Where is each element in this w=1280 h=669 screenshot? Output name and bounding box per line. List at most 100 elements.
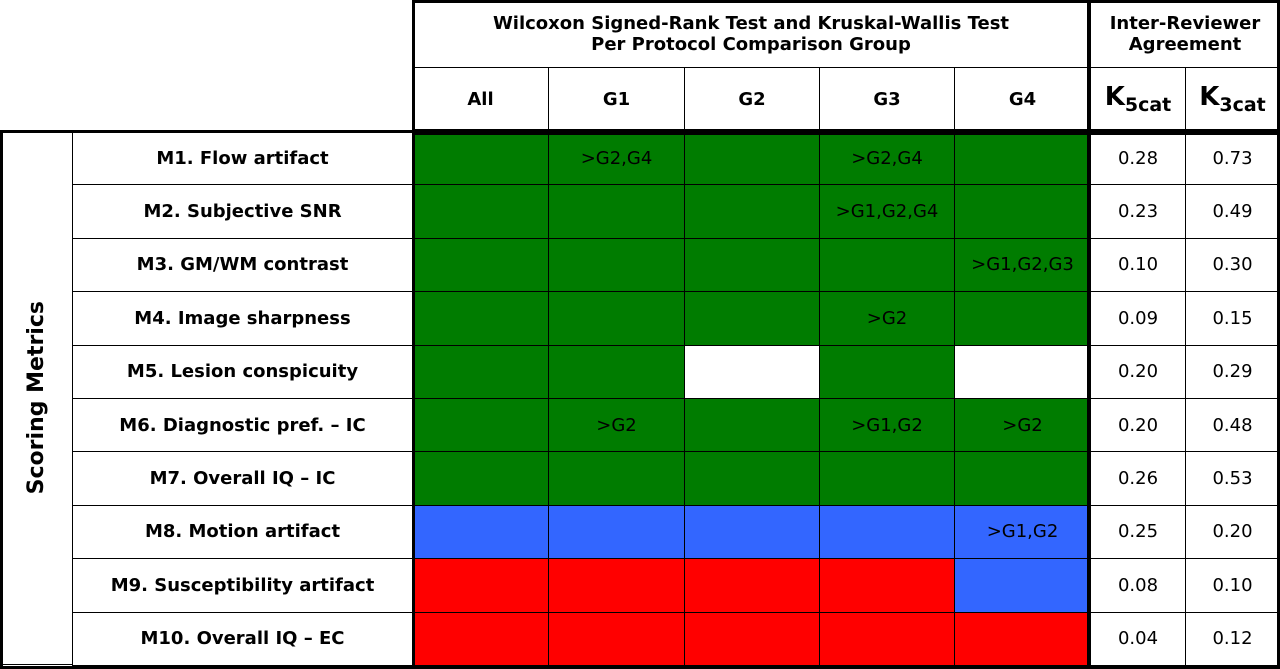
kappa-cell: 0.25: [1090, 504, 1186, 560]
result-cell: [954, 558, 1091, 613]
side-label: Scoring Metrics: [24, 301, 49, 495]
result-cell: [412, 558, 549, 613]
result-text: >G2: [596, 414, 637, 436]
kappa-cell: 0.04: [1090, 611, 1186, 666]
kappa-cell: 0.09: [1090, 291, 1186, 346]
result-cell: [412, 237, 549, 293]
result-cell: [412, 184, 549, 239]
kappa-cell: 0.53: [1185, 451, 1280, 506]
result-cell: >G2: [548, 398, 685, 453]
kappa-subscript: 5cat: [1124, 94, 1172, 117]
kappa-value: 0.15: [1212, 307, 1253, 329]
result-text: >G1,G2: [851, 414, 923, 436]
result-cell: [684, 451, 820, 506]
kappa-value: 0.28: [1117, 147, 1159, 169]
row-label: M1. Flow artifact: [156, 147, 329, 169]
column-header: G1: [602, 89, 631, 110]
result-text: >G1,G2,G3: [971, 254, 1074, 276]
kappa-symbol: K3cat: [1199, 82, 1266, 116]
kappa-value: 0.30: [1212, 254, 1253, 276]
result-cell: >G1,G2: [819, 398, 955, 453]
result-cell: >G2: [819, 291, 955, 346]
result-cell: [548, 237, 685, 293]
result-text: >G2: [866, 307, 908, 329]
kappa-cell: 0.10: [1090, 237, 1186, 293]
result-cell: [684, 398, 820, 453]
kappa-header: K5cat: [1090, 67, 1186, 132]
kappa-symbol: K5cat: [1105, 82, 1172, 116]
result-text: >G1,G2,G4: [835, 201, 939, 223]
result-text: >G2: [1002, 414, 1043, 436]
result-cell: [684, 291, 820, 346]
row-label-cell: M10. Overall IQ – EC: [72, 611, 413, 666]
kappa-value: 0.25: [1117, 521, 1159, 543]
kappa-value: 0.12: [1212, 628, 1253, 650]
kappa-cell: 0.30: [1185, 237, 1280, 293]
result-cell: [412, 344, 549, 399]
row-label-cell: M7. Overall IQ – IC: [72, 451, 413, 506]
kappa-value: 0.73: [1212, 147, 1253, 169]
row-label-cell: M6. Diagnostic pref. – IC: [72, 398, 413, 453]
column-header: All: [467, 89, 494, 110]
header-cell: G4: [954, 67, 1091, 132]
row-label-cell: M3. GM/WM contrast: [72, 237, 413, 293]
result-cell: [548, 184, 685, 239]
row-label: M5. Lesion conspicuity: [126, 361, 359, 383]
result-cell: >G1,G2,G4: [819, 184, 955, 239]
agreement-header: Inter-Reviewer Agreement: [1090, 0, 1280, 68]
kappa-cell: 0.48: [1185, 398, 1280, 453]
header-line: Per Protocol Comparison Group: [591, 34, 911, 55]
header-cell: G2: [684, 67, 820, 132]
kappa-value: 0.09: [1117, 307, 1159, 329]
kappa-value: 0.08: [1117, 574, 1159, 596]
result-text: >G2,G4: [851, 147, 923, 169]
result-cell: [412, 451, 549, 506]
result-cell: [412, 398, 549, 453]
kappa-header: K3cat: [1185, 67, 1280, 132]
header-cell: G3: [819, 67, 955, 132]
kappa-cell: 0.26: [1090, 451, 1186, 506]
result-cell: [819, 451, 955, 506]
row-label: M3. GM/WM contrast: [136, 254, 349, 276]
row-label: M9. Susceptibility artifact: [110, 574, 375, 596]
result-cell: [954, 611, 1091, 666]
result-cell: [819, 237, 955, 293]
result-cell: [954, 291, 1091, 346]
result-cell: [684, 344, 820, 399]
kappa-cell: 0.29: [1185, 344, 1280, 399]
result-cell: [548, 504, 685, 560]
row-label-cell: M5. Lesion conspicuity: [72, 344, 413, 399]
header-line: Inter-Reviewer: [1109, 13, 1261, 34]
row-label: M7. Overall IQ – IC: [149, 468, 336, 490]
result-cell: [412, 291, 549, 346]
result-cell: [548, 558, 685, 613]
kappa-cell: 0.20: [1090, 344, 1186, 399]
header-cell: G1: [548, 67, 685, 132]
kappa-cell: 0.73: [1185, 131, 1280, 186]
kappa-value: 0.26: [1117, 468, 1159, 490]
column-header: G2: [738, 89, 766, 110]
result-cell: [548, 291, 685, 346]
result-cell: [819, 558, 955, 613]
row-label: M10. Overall IQ – EC: [140, 628, 345, 650]
kappa-value: 0.20: [1212, 521, 1253, 543]
result-cell: [684, 184, 820, 239]
kappa-subscript: 3cat: [1219, 94, 1266, 117]
result-cell: [684, 558, 820, 613]
result-cell: [954, 344, 1091, 399]
kappa-value: 0.53: [1212, 468, 1253, 490]
row-label-cell: M4. Image sharpness: [72, 291, 413, 346]
kappa-letter: K: [1199, 82, 1220, 113]
kappa-cell: 0.23: [1090, 184, 1186, 239]
row-label: M6. Diagnostic pref. – IC: [119, 414, 366, 436]
result-cell: [548, 344, 685, 399]
result-cell: [684, 237, 820, 293]
result-cell: [548, 611, 685, 666]
kappa-cell: 0.20: [1185, 504, 1280, 560]
header-line: Agreement: [1128, 34, 1242, 55]
result-cell: [954, 451, 1091, 506]
row-label: M2. Subjective SNR: [143, 201, 342, 223]
kappa-value: 0.10: [1212, 574, 1253, 596]
result-cell: [412, 611, 549, 666]
result-cell: [954, 131, 1091, 186]
